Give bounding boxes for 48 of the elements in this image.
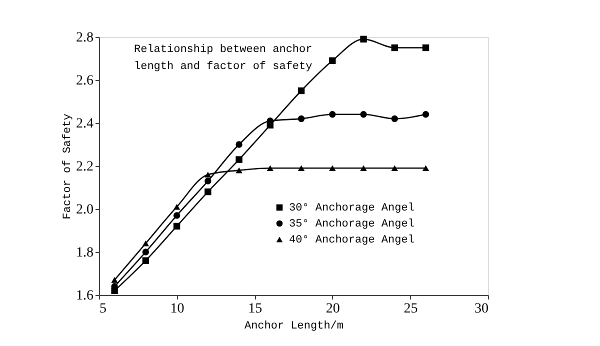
y-tick-label: 2.4 (76, 116, 94, 132)
x-tick-label: 30 (474, 302, 488, 316)
point (142, 257, 150, 264)
y-tick-label: 2.6 (76, 74, 94, 88)
y-tick-label: 2.2 (76, 160, 94, 174)
x-tick-label: 25 (404, 302, 418, 316)
point (236, 167, 242, 174)
x-axis-title: Anchor Length/m (244, 320, 344, 332)
point (329, 57, 336, 64)
y-tick-label: 2.0 (76, 202, 94, 218)
x-tick-label: 15 (248, 302, 262, 316)
point (142, 240, 150, 246)
text: Relationship between anchor length and factor of safety (134, 44, 313, 73)
point (173, 222, 180, 230)
y-axis-title: Factor of Safety (62, 113, 74, 220)
point (204, 188, 212, 196)
point (422, 44, 430, 52)
point (360, 165, 367, 172)
point (329, 165, 336, 172)
point (422, 111, 430, 118)
point (298, 87, 305, 94)
point (329, 111, 336, 118)
x-tick-label: 10 (170, 302, 184, 316)
point (391, 115, 398, 122)
point (236, 141, 242, 148)
point (236, 156, 242, 163)
legend-label: 30° Anchorage Angel (289, 202, 414, 214)
point (266, 165, 274, 172)
point (173, 204, 180, 210)
x-tick-label: 20 (326, 302, 340, 316)
point (391, 165, 398, 172)
x-tick-label: 5 (100, 302, 106, 316)
y-tick-label: 2.8 (76, 30, 94, 46)
point (391, 44, 398, 52)
y-tick-label: 1.6 (76, 288, 94, 304)
point (204, 172, 212, 178)
point (111, 277, 118, 283)
point (360, 36, 367, 43)
point (298, 165, 305, 172)
point (360, 111, 367, 118)
y-tick-label: 1.8 (76, 246, 94, 260)
point (298, 115, 305, 122)
point (173, 212, 180, 219)
legend-label: 35° Anchorage Angel (289, 218, 414, 230)
legend-label: 40° Anchorage Angel (289, 234, 414, 246)
point (204, 178, 212, 184)
point (142, 248, 150, 256)
point (422, 165, 430, 172)
